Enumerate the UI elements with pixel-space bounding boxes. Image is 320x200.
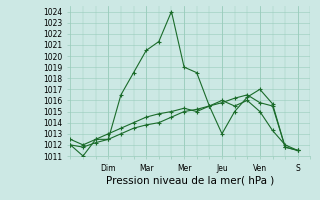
X-axis label: Pression niveau de la mer( hPa ): Pression niveau de la mer( hPa ) <box>106 175 275 185</box>
